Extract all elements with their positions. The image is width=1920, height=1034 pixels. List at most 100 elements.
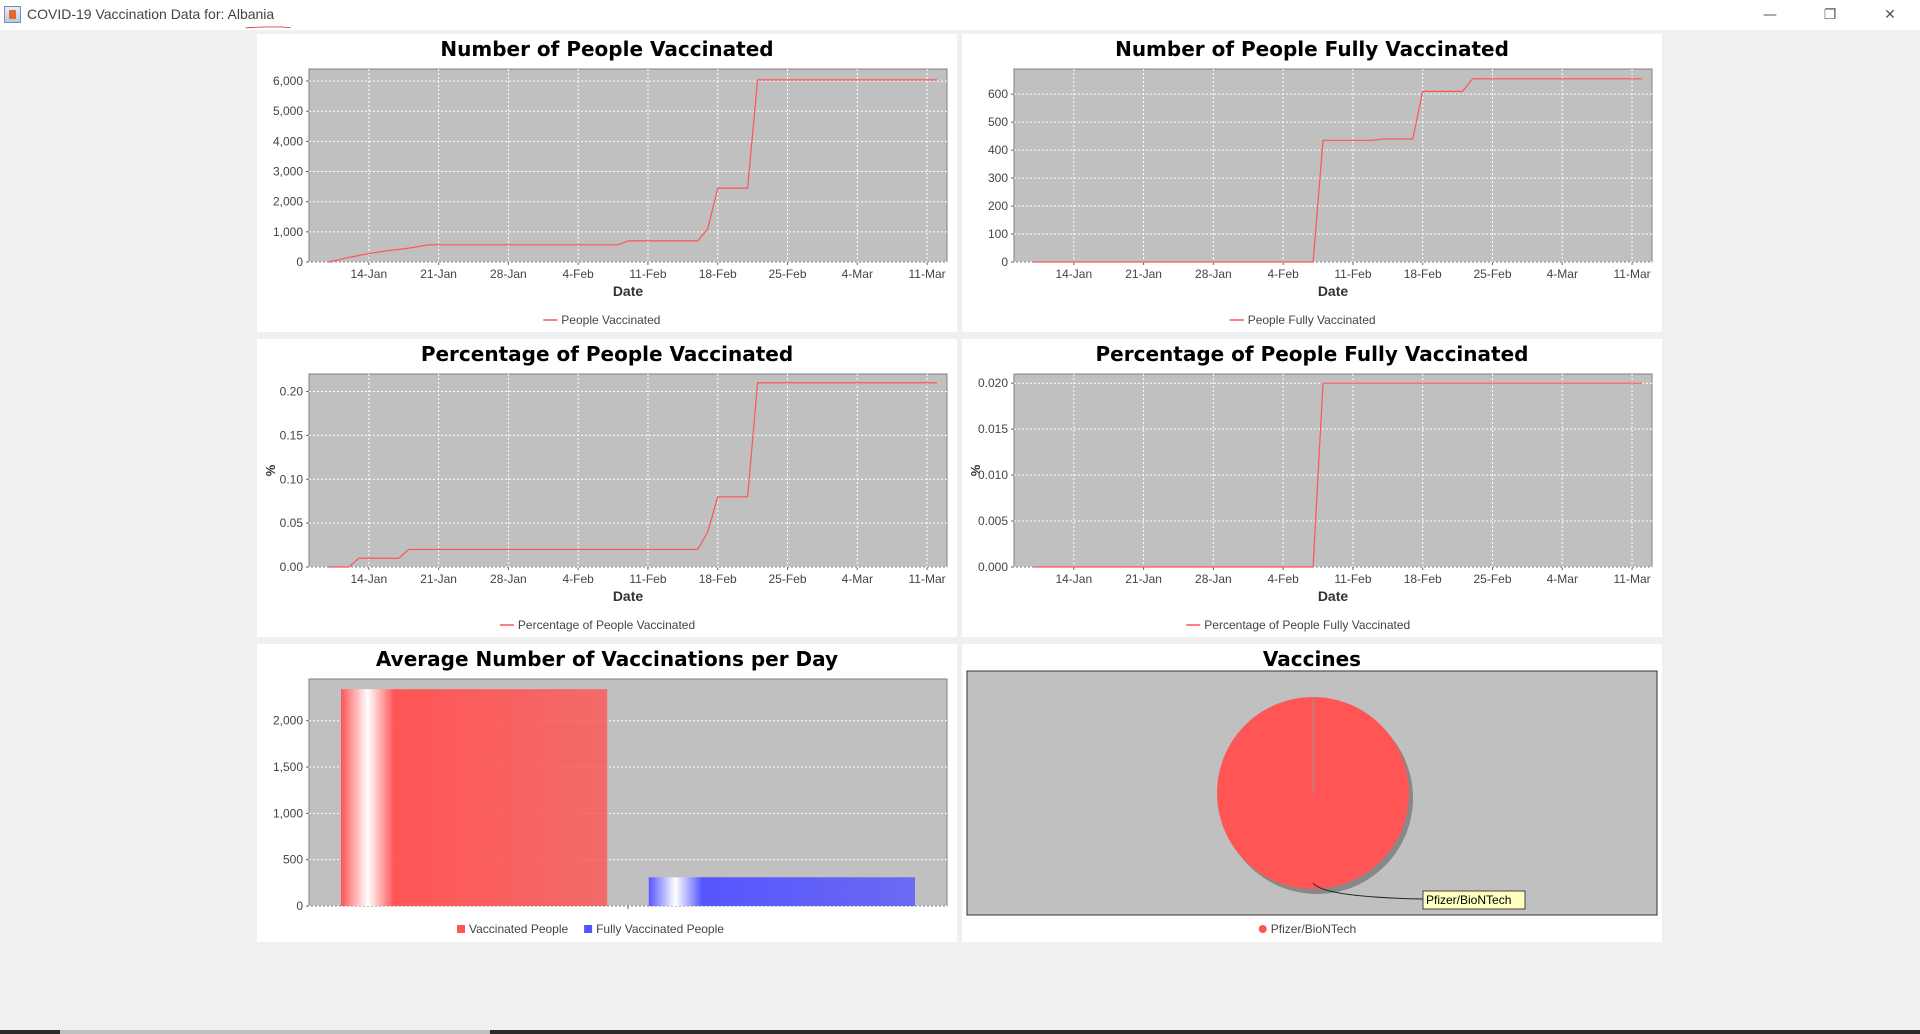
x-tick-label: 18-Feb [1404, 267, 1442, 281]
x-tick-label: 14-Jan [350, 572, 387, 586]
chart-panel-vaccines: Vaccines Pfizer/BioNTech Pfizer/BioNTech [962, 644, 1662, 942]
x-tick-label: 11-Mar [909, 267, 946, 281]
x-tick-label: 14-Jan [1055, 267, 1092, 281]
bar [341, 689, 608, 906]
chart-title: Number of People Vaccinated [440, 37, 774, 61]
y-tick-label: 0.05 [280, 516, 304, 530]
y-tick-label: 4,000 [273, 134, 303, 148]
y-tick-label: 0.000 [978, 560, 1008, 574]
slice-label: Pfizer/BioNTech [1426, 893, 1511, 907]
chart-title: Average Number of Vaccinations per Day [375, 647, 839, 671]
y-tick-label: 5,000 [273, 104, 303, 118]
legend-label: Percentage of People Fully Vaccinated [1204, 618, 1410, 632]
pie-chart-svg: Pfizer/BioNTech Pfizer/BioNTech [966, 670, 1658, 936]
x-tick-label: 4-Mar [842, 572, 873, 586]
legend-label: People Vaccinated [561, 313, 660, 327]
y-tick-label: 0.020 [978, 376, 1008, 390]
plot-area [308, 373, 948, 568]
legend-swatch [1258, 925, 1267, 933]
x-tick-label: 4-Mar [842, 267, 873, 281]
y-tick-label: 2,000 [273, 195, 303, 209]
x-tick-label: 18-Feb [699, 267, 737, 281]
x-tick-label: 4-Feb [1267, 572, 1299, 586]
chart-title: Number of People Fully Vaccinated [1115, 37, 1509, 61]
y-axis-label: % [968, 464, 983, 476]
restore-button[interactable]: ❐ [1800, 0, 1860, 30]
y-tick-label: 300 [988, 171, 1008, 185]
window-title-prefix: COVID-19 Vaccination Data for: [27, 6, 228, 22]
line-chart-svg: 14-Jan 21-Jan 28-Jan 4-Feb 11-Feb 18-Feb 25-Fe… [273, 68, 948, 327]
close-button[interactable]: ✕ [1860, 0, 1920, 30]
legend-label: People Fully Vaccinated [1248, 313, 1376, 327]
x-tick-label: 25-Feb [1473, 572, 1511, 586]
plot-area [1013, 68, 1653, 263]
series-line [1033, 78, 1643, 263]
x-tick-label: 18-Feb [1404, 572, 1442, 586]
y-tick-label: 0 [296, 255, 303, 269]
y-tick-label: 100 [988, 227, 1008, 241]
taskbar-segment [60, 1030, 490, 1034]
x-tick-label: 11-Feb [1334, 572, 1371, 586]
chart-panel-percentage-vaccinated: Percentage of People Vaccinated 14-Jan 21… [257, 339, 957, 637]
taskbar-edge [0, 1030, 1920, 1034]
y-tick-label: 0.005 [978, 514, 1008, 528]
x-tick-label: 11-Feb [629, 267, 666, 281]
chart-panel-percentage-fully-vaccinated: Percentage of People Fully Vaccinated 14… [962, 339, 1662, 637]
y-axis-label: % [263, 464, 278, 476]
x-tick-label: 4-Feb [1267, 267, 1299, 281]
window-titlebar: COVID-19 Vaccination Data for: Albania —… [0, 0, 1920, 30]
legend-label: Pfizer/BioNTech [1271, 922, 1356, 936]
legend-label: Fully Vaccinated People [596, 922, 724, 936]
x-axis-label: Date [1318, 588, 1349, 604]
slice-label-box [1422, 890, 1526, 910]
plot-area [308, 68, 948, 263]
label-leader [1312, 882, 1424, 900]
x-tick-label: 4-Feb [562, 267, 594, 281]
x-tick-label: 25-Feb [1473, 267, 1511, 281]
x-tick-label: 14-Jan [1055, 572, 1092, 586]
y-tick-label: 500 [988, 115, 1008, 129]
bar-chart-svg: 0 500 1,000 1,500 2,000 Vaccinated People Full… [273, 678, 948, 936]
window-title: COVID-19 Vaccination Data for: Albania [27, 6, 274, 22]
y-tick-label: 6,000 [273, 74, 303, 88]
line-chart-svg: 14-Jan 21-Jan 28-Jan 4-Feb 11-Feb 18-Feb 25-Fe… [263, 373, 948, 632]
x-tick-label: 4-Mar [1547, 572, 1578, 586]
x-tick-label: 21-Jan [1125, 267, 1162, 281]
y-tick-label: 0.015 [978, 422, 1008, 436]
x-tick-label: 21-Jan [420, 267, 457, 281]
series-line [1033, 382, 1643, 568]
minimize-button[interactable]: — [1740, 0, 1800, 30]
y-tick-label: 0.10 [280, 472, 304, 486]
window-title-country: Albania [227, 6, 275, 22]
x-tick-label: 28-Jan [1195, 267, 1232, 281]
chart-panel-people-vaccinated: Number of People Vaccinated 14-Jan 21-Jan… [257, 34, 957, 332]
chart-panel-people-fully-vaccinated: Number of People Fully Vaccinated 14-Jan… [962, 34, 1662, 332]
y-tick-label: 0 [1001, 255, 1008, 269]
chart-title: Percentage of People Vaccinated [420, 342, 794, 366]
line-chart-svg: 14-Jan 21-Jan 28-Jan 4-Feb 11-Feb 18-Feb 25-Fe… [968, 373, 1653, 632]
series-line [328, 382, 938, 568]
x-tick-label: 28-Jan [1195, 572, 1232, 586]
x-tick-label: 4-Feb [562, 572, 594, 586]
y-tick-label: 0 [296, 899, 303, 913]
y-tick-label: 0.010 [978, 468, 1008, 482]
y-tick-label: 600 [988, 87, 1008, 101]
y-tick-label: 200 [988, 199, 1008, 213]
legend-swatch [457, 925, 465, 933]
y-tick-label: 0.00 [280, 560, 304, 574]
x-tick-label: 21-Jan [1125, 572, 1162, 586]
x-tick-label: 21-Jan [420, 572, 457, 586]
java-app-icon [4, 6, 21, 23]
y-tick-label: 1,000 [273, 806, 303, 820]
x-tick-label: 11-Mar [1614, 572, 1651, 586]
y-tick-label: 400 [988, 143, 1008, 157]
x-tick-label: 28-Jan [490, 572, 527, 586]
x-axis-label: Date [1318, 283, 1349, 299]
bar [648, 877, 915, 906]
y-tick-label: 1,500 [273, 760, 303, 774]
minimize-icon: — [1763, 7, 1777, 23]
chart-panel-average-per-day: Average Number of Vaccinations per Day 0… [257, 644, 957, 942]
x-tick-label: 11-Mar [909, 572, 946, 586]
country-underline [245, 26, 291, 29]
y-tick-label: 1,000 [273, 225, 303, 239]
